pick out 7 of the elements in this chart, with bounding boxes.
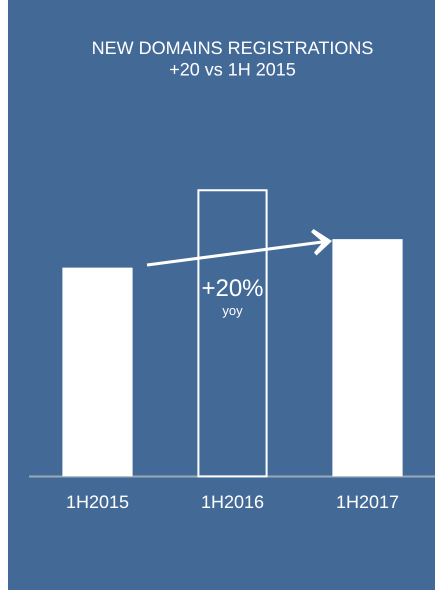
- annotation: +20%: [201, 274, 264, 302]
- chart-title: NEW DOMAINS REGISTRATIONS: [92, 38, 374, 58]
- x-tick-label: 1H2015: [66, 492, 130, 512]
- chart-subtitle: +20 vs 1H 2015: [169, 59, 296, 80]
- annotation: yoy: [222, 302, 244, 318]
- x-tick-label: 1H2016: [200, 492, 264, 512]
- x-tick-label: 1H2017: [336, 492, 400, 512]
